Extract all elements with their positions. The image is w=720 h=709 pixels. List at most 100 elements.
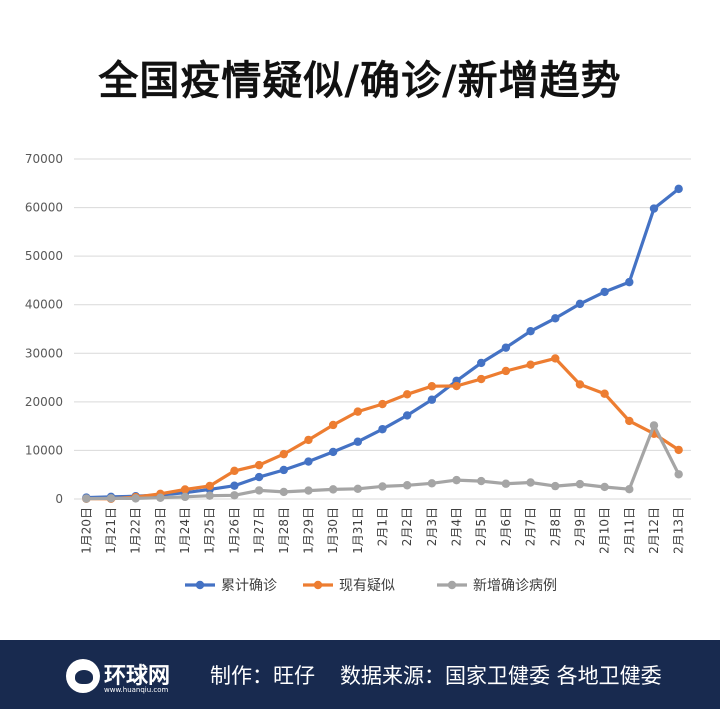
data-point xyxy=(279,465,288,475)
data-point xyxy=(477,374,486,384)
x-tick-label: 1月20日 xyxy=(79,507,93,554)
data-point xyxy=(131,494,140,503)
data-point xyxy=(649,421,659,430)
legend-marker xyxy=(313,580,323,590)
data-point xyxy=(106,494,116,503)
data-point xyxy=(402,481,412,490)
data-point xyxy=(378,399,387,409)
legend-label: 现有疑似 xyxy=(339,578,395,594)
x-tick-label: 1月22日 xyxy=(129,507,143,554)
logo-url: www.huanqiu.com xyxy=(104,686,169,694)
data-point xyxy=(304,457,313,466)
data-point xyxy=(402,411,412,420)
data-point xyxy=(674,184,683,194)
x-tick-label: 1月29日 xyxy=(301,507,315,554)
data-point xyxy=(402,390,412,399)
data-point xyxy=(156,493,165,502)
data-point xyxy=(674,445,683,455)
data-point xyxy=(501,479,511,488)
data-point xyxy=(328,447,338,457)
globe-logo-icon xyxy=(66,659,100,693)
data-point xyxy=(180,485,190,494)
data-point xyxy=(526,478,535,487)
data-point xyxy=(230,466,239,476)
data-point xyxy=(526,327,535,336)
data-point xyxy=(575,380,585,389)
x-tick-label: 2月9日 xyxy=(573,507,587,546)
x-tick-label: 2月5日 xyxy=(474,507,488,546)
x-tick-label: 2月4日 xyxy=(450,507,464,546)
data-point xyxy=(427,395,437,404)
data-point xyxy=(378,424,387,434)
x-tick-label: 1月26日 xyxy=(227,507,241,554)
data-point xyxy=(82,494,91,503)
data-point xyxy=(625,485,634,494)
legend-marker xyxy=(447,580,457,590)
legend-label: 累计确诊 xyxy=(221,578,277,594)
x-tick-label: 1月21日 xyxy=(104,507,118,554)
data-point xyxy=(625,277,634,287)
data-point xyxy=(649,204,659,213)
y-tick-label: 40000 xyxy=(25,298,63,312)
data-point xyxy=(501,343,511,352)
data-point xyxy=(600,389,609,398)
data-point xyxy=(304,486,313,495)
data-point xyxy=(254,486,264,495)
legend-marker xyxy=(195,580,205,590)
x-tick-label: 2月12日 xyxy=(647,507,661,554)
x-tick-label: 1月23日 xyxy=(153,507,167,554)
x-tick-label: 1月24日 xyxy=(178,507,192,554)
data-point xyxy=(427,382,437,391)
data-point xyxy=(328,485,338,494)
data-point xyxy=(353,484,363,493)
line-chart: 0 10000 20000 30000 40000 50000 60000 70000 1月20… xyxy=(25,152,691,594)
footer-banner: 环球网 www.huanqiu.com 制作：旺仔 数据来源：国家卫健委 各地卫… xyxy=(0,640,720,709)
data-point xyxy=(230,481,239,490)
data-point xyxy=(526,360,535,369)
y-tick-label: 20000 xyxy=(25,395,63,409)
data-point xyxy=(353,407,363,416)
data-point xyxy=(551,314,560,323)
data-point xyxy=(477,358,486,368)
x-tick-label: 2月7日 xyxy=(524,507,538,546)
x-tick-label: 2月1日 xyxy=(376,507,390,546)
y-tick-label: 60000 xyxy=(25,201,63,215)
y-tick-label: 70000 xyxy=(25,152,63,166)
x-tick-label: 1月27日 xyxy=(252,507,266,554)
source-text: 数据来源：国家卫健委 各地卫健委 xyxy=(340,664,662,688)
data-point xyxy=(600,482,609,492)
y-tick-label: 50000 xyxy=(25,249,63,263)
data-point xyxy=(254,472,264,482)
data-point xyxy=(230,491,239,500)
x-tick-label: 2月8日 xyxy=(548,507,562,546)
data-point xyxy=(180,492,190,502)
data-point xyxy=(205,491,214,500)
series-line-0 xyxy=(86,187,680,500)
data-point xyxy=(551,354,560,363)
legend-label: 新增确诊病例 xyxy=(473,578,557,594)
x-tick-label: 1月31日 xyxy=(351,507,365,554)
data-point xyxy=(575,479,585,489)
x-tick-label: 2月13日 xyxy=(672,507,686,554)
data-point xyxy=(452,381,461,391)
data-point xyxy=(477,476,486,486)
data-point xyxy=(328,420,338,430)
data-point xyxy=(501,366,511,376)
x-tick-label: 1月28日 xyxy=(277,507,291,554)
data-point xyxy=(452,475,461,485)
data-point xyxy=(353,437,363,446)
data-point xyxy=(551,481,560,491)
data-point xyxy=(427,479,437,488)
chart-title: 全国疫情疑似/确诊/新增趋势 xyxy=(98,58,622,104)
x-tick-label: 2月3日 xyxy=(425,507,439,546)
y-tick-label: 30000 xyxy=(25,346,63,360)
data-point xyxy=(600,287,609,297)
data-point xyxy=(279,449,288,459)
x-tick-label: 2月6日 xyxy=(499,507,513,546)
x-tick-label: 1月30日 xyxy=(326,507,340,554)
data-point xyxy=(674,470,683,479)
x-tick-label: 1月25日 xyxy=(203,507,217,554)
credit-text: 制作：旺仔 xyxy=(210,664,315,688)
x-tick-label: 2月2日 xyxy=(400,507,414,546)
data-point xyxy=(279,487,288,497)
